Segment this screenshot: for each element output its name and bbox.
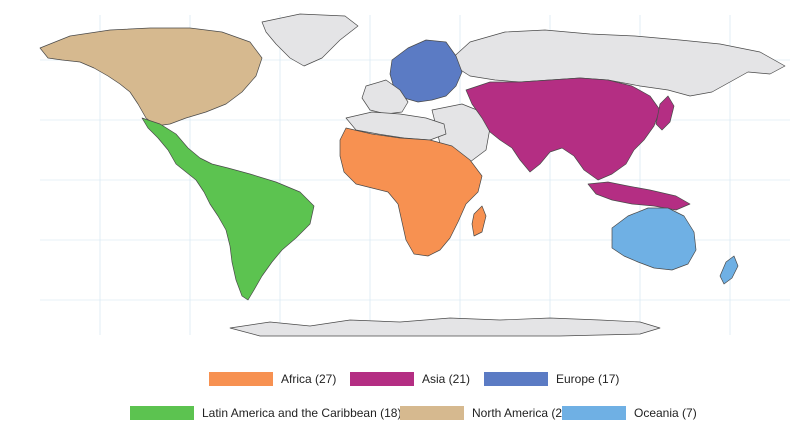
- legend-label-africa: Africa (27): [281, 372, 337, 386]
- legend-swatch-europe: [484, 372, 548, 386]
- north-america-shape: [39, 27, 263, 127]
- legend-label-latin-america: Latin America and the Caribbean (18): [202, 406, 402, 420]
- greenland-shape: [261, 13, 359, 67]
- western-europe-shape: [361, 79, 409, 115]
- madagascar-shape: [471, 205, 487, 237]
- legend-label-europe: Europe (17): [556, 372, 620, 386]
- world-map: [39, 13, 790, 337]
- legend-item-europe: Europe (17): [484, 370, 619, 388]
- australia-shape: [611, 207, 697, 271]
- legend-swatch-latin-america: [130, 406, 194, 420]
- legend-item-latin-america: Latin America and the Caribbean (18): [130, 404, 401, 422]
- legend-item-asia: Asia (21): [350, 370, 470, 388]
- antarctica-shape: [229, 317, 661, 337]
- latin-america-shape: [141, 117, 315, 301]
- legend-label-north-america: North America (2): [472, 406, 567, 420]
- legend-item-oceania: Oceania (7): [562, 404, 697, 422]
- legend-swatch-asia: [350, 372, 414, 386]
- new-zealand-shape: [719, 255, 739, 285]
- legend-row-2: Latin America and the Caribbean (18) Nor…: [0, 404, 800, 426]
- africa-shape: [339, 127, 483, 257]
- legend-swatch-north-america: [400, 406, 464, 420]
- japan-shape: [655, 95, 675, 131]
- north-africa-shape: [345, 111, 447, 141]
- legend-row-1: Africa (27) Asia (21) Europe (17): [0, 370, 800, 392]
- legend-item-north-america: North America (2): [400, 404, 566, 422]
- legend-swatch-africa: [209, 372, 273, 386]
- map-legend: Africa (27) Asia (21) Europe (17) Latin …: [0, 360, 800, 430]
- legend-swatch-oceania: [562, 406, 626, 420]
- legend-label-asia: Asia (21): [422, 372, 471, 386]
- asia-shape: [465, 77, 661, 181]
- southeast-asia-islands-shape: [587, 181, 691, 211]
- legend-label-oceania: Oceania (7): [634, 406, 697, 420]
- legend-item-africa: Africa (27): [209, 370, 336, 388]
